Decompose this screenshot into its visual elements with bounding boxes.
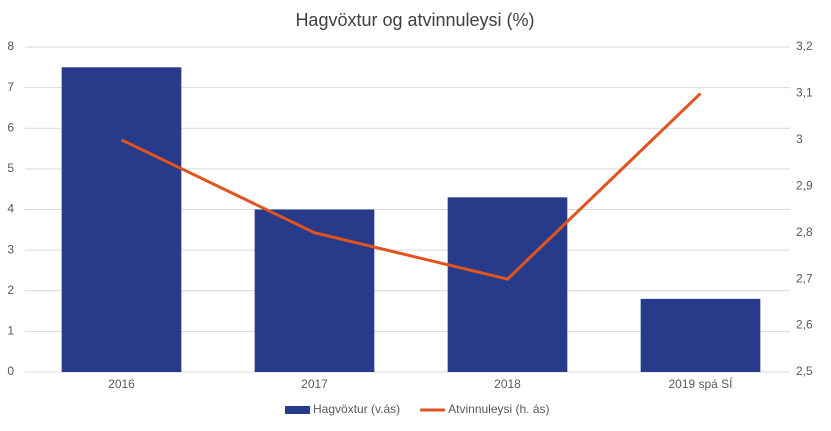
y2-tick-label: 2,6 bbox=[796, 318, 813, 332]
bar bbox=[254, 209, 375, 372]
y-tick-label: 8 bbox=[7, 39, 14, 53]
y-tick-label: 7 bbox=[7, 80, 14, 94]
y-tick-label: 0 bbox=[7, 364, 14, 378]
x-tick-label: 2018 bbox=[494, 377, 521, 391]
y-tick-label: 1 bbox=[7, 324, 14, 338]
chart-title: Hagvöxtur og atvinnuleysi (%) bbox=[295, 10, 534, 30]
legend-label: Atvinnuleysi (h. ás) bbox=[448, 402, 549, 416]
y2-tick-label: 3 bbox=[796, 132, 803, 146]
y2-tick-label: 2,9 bbox=[796, 178, 813, 192]
y2-tick-label: 3,1 bbox=[796, 86, 813, 100]
y2-tick-label: 2,7 bbox=[796, 271, 813, 285]
y-tick-label: 6 bbox=[7, 120, 14, 134]
x-tick-label: 2017 bbox=[301, 377, 328, 391]
bar bbox=[447, 197, 568, 372]
x-tick-label: 2016 bbox=[108, 377, 135, 391]
bar bbox=[61, 67, 182, 372]
legend-swatch bbox=[285, 406, 310, 414]
y2-tick-label: 2,5 bbox=[796, 364, 813, 378]
y-tick-label: 5 bbox=[7, 161, 14, 175]
line bbox=[120, 92, 702, 281]
legend-label: Hagvöxtur (v.ás) bbox=[313, 402, 400, 416]
y2-tick-label: 3,2 bbox=[796, 39, 813, 53]
y2-tick-label: 2,8 bbox=[796, 225, 813, 239]
bar bbox=[640, 298, 761, 372]
x-tick-label: 2019 spá SÍ bbox=[668, 376, 733, 391]
y-tick-label: 2 bbox=[7, 283, 14, 297]
y-tick-label: 3 bbox=[7, 242, 14, 256]
y-tick-label: 4 bbox=[7, 202, 14, 216]
